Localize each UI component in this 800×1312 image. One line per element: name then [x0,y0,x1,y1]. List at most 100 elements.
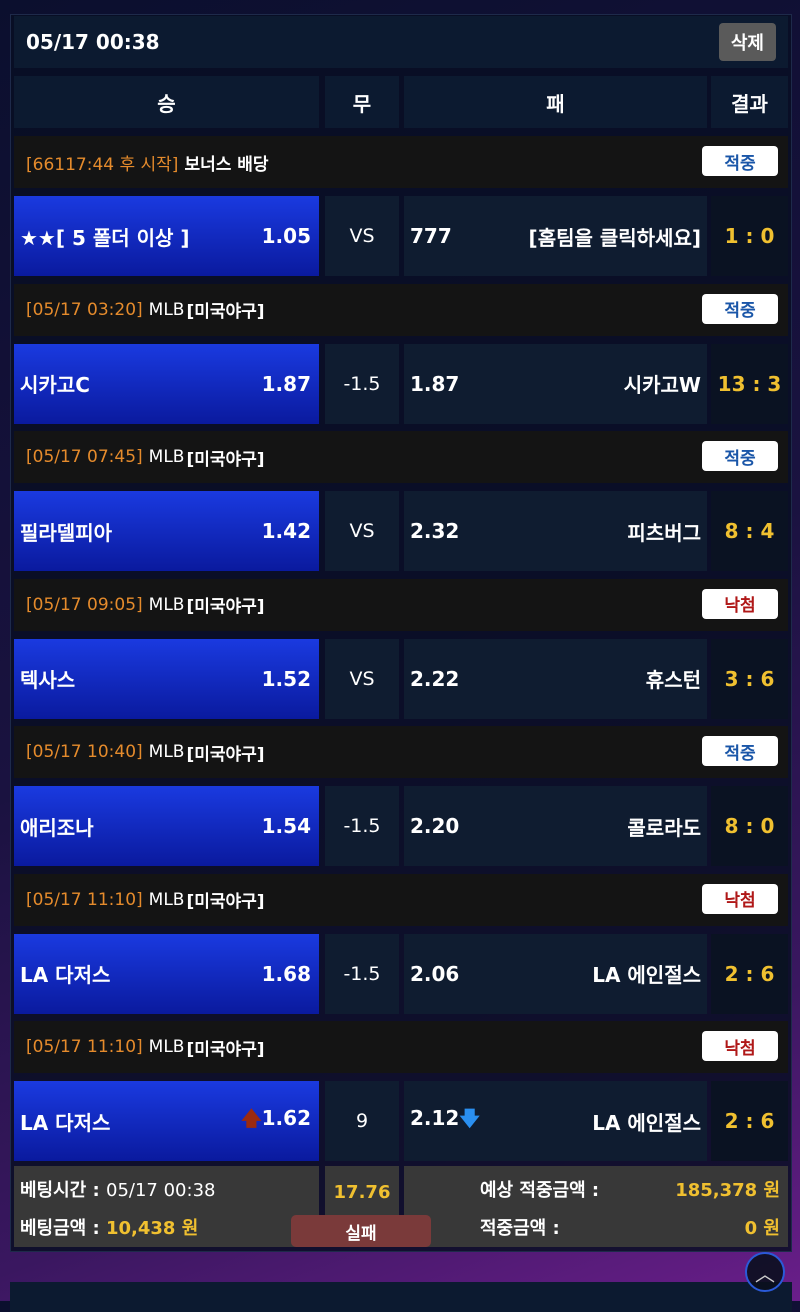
payout-info: 예상 적중금액 : 185,378 원 적중금액 : 0 원 [404,1166,788,1247]
chevron-up-icon: ︿ [755,1261,775,1286]
status-badge: 적중 [702,441,778,471]
match-row: [05/17 03:20] MLB [미국야구] 적중 시카고C 1.87 -1… [0,283,800,426]
draw-cell[interactable]: VS [325,196,399,276]
league: MLB [148,299,185,320]
draw-value: VS [349,667,375,690]
away-odds-button[interactable]: 1.87 시카고W [404,343,707,424]
home-odds-button[interactable]: LA 다저스 🡅1.62 [14,1081,319,1161]
match-info: [05/17 09:05] MLB [미국야구] 낙첨 [14,578,788,631]
status-badge: 적중 [702,146,778,176]
result-badge: 실패 [291,1215,431,1247]
away-team: 시카고W [623,373,701,397]
draw-cell[interactable]: VS [325,491,399,571]
draw-value: VS [349,520,375,542]
home-odds: 1.68 [261,961,311,986]
match-time: [66117:44 후 시작] [26,154,179,175]
slip-datetime: 05/17 00:38 [26,30,160,54]
away-odds: 2.06 [410,961,460,986]
home-odds-button[interactable]: 필라델피아 1.42 [14,491,319,571]
league: MLB [148,1037,185,1057]
next-slip-header [10,1282,792,1312]
home-team: ★★[ 5 폴더 이상 ] [20,225,190,250]
away-odds: 2.32 [410,519,460,543]
match-time: [05/17 10:40] [26,742,143,762]
home-odds-button[interactable]: LA 다저스 1.68 [14,933,319,1014]
home-odds-button[interactable]: 시카고C 1.87 [14,343,319,424]
draw-value: 9 [355,1110,369,1132]
away-odds-button[interactable]: 2.32 피츠버그 [404,491,707,571]
home-odds: 1.54 [261,814,311,838]
home-team: 텍사스 [20,668,76,692]
column-lose: 패 [404,76,707,128]
column-headers: 승 무 패 결과 [0,76,800,128]
column-draw: 무 [325,76,399,128]
match-row: [66117:44 후 시작] 보너스 배당 적중 ★★[ 5 폴더 이상 ] … [0,136,800,278]
scroll-top-button[interactable]: ︿ [745,1252,785,1292]
draw-cell[interactable]: VS [325,638,399,719]
column-result: 결과 [711,76,788,128]
won-amount: 0 원 [744,1218,780,1239]
away-odds: 2.22 [410,666,460,691]
away-team: 피츠버그 [627,520,701,545]
away-odds: 2.20 [410,814,460,838]
delete-button[interactable]: 삭제 [718,23,776,61]
arrow-down-icon: 🡇 [459,1106,480,1130]
away-odds: 2.12 [410,1106,460,1130]
away-odds-button[interactable]: 2.12🡇 LA 에인절스 [404,1081,707,1161]
home-odds-button[interactable]: 텍사스 1.52 [14,638,319,719]
arrow-up-icon: 🡅 [241,1106,262,1130]
bet-info: 베팅시간 : 05/17 00:38 베팅금액 : 10,438 원 [14,1166,319,1247]
match-time: [05/17 11:10] [26,1037,143,1057]
match-info: [05/17 07:45] MLB [미국야구] 적중 [14,431,788,483]
expected-amount: 185,378 원 [675,1180,780,1201]
home-odds-button[interactable]: ★★[ 5 폴더 이상 ] 1.05 [14,196,319,276]
away-odds-button[interactable]: 2.06 LA 에인절스 [404,933,707,1014]
draw-value: -1.5 [343,815,381,837]
home-odds: 1.52 [261,666,311,691]
match-info: [05/17 11:10] MLB [미국야구] 낙첨 [14,1021,788,1073]
score: 2 : 6 [711,933,788,1014]
away-odds: 777 [410,224,452,248]
league: MLB [148,742,185,762]
bet-amount-label: 베팅금액 : [20,1218,100,1239]
draw-value: VS [349,225,375,247]
bet-time-label: 베팅시간 : [20,1180,100,1201]
match-row: [05/17 11:10] MLB [미국야구] 낙첨 LA 다저스 1.68 … [0,873,800,1016]
away-odds-button[interactable]: 2.22 휴스턴 [404,638,707,719]
home-team: LA 다저스 [20,963,111,987]
draw-value: -1.5 [343,962,381,985]
draw-cell[interactable]: -1.5 [325,343,399,424]
away-team: LA 에인절스 [592,1110,701,1135]
status-badge: 적중 [702,293,778,324]
score: 2 : 6 [711,1081,788,1161]
home-odds-button[interactable]: 애리조나 1.54 [14,786,319,866]
match-title: [미국야구] [186,1039,265,1060]
away-team: 휴스턴 [645,668,701,692]
score: 1 : 0 [711,196,788,276]
away-odds-button[interactable]: 2.20 콜로라도 [404,786,707,866]
match-info: [05/17 11:10] MLB [미국야구] 낙첨 [14,873,788,926]
home-team: 애리조나 [20,815,94,840]
match-info: [05/17 10:40] MLB [미국야구] 적중 [14,726,788,778]
draw-value: -1.5 [343,372,381,395]
away-odds: 1.87 [410,371,460,396]
total-odds: 17.76 [333,1182,391,1203]
away-team: LA 에인절스 [592,963,701,987]
bet-time: 05/17 00:38 [106,1180,216,1201]
league: MLB [148,594,185,615]
home-odds: 1.42 [261,519,311,543]
league: MLB [148,889,185,910]
draw-cell[interactable]: -1.5 [325,933,399,1014]
match-title: [미국야구] [186,449,265,470]
slip-header: 05/17 00:38 삭제 [14,16,788,68]
expected-label: 예상 적중금액 : [480,1180,600,1201]
draw-cell[interactable]: 9 [325,1081,399,1161]
match-row: [05/17 07:45] MLB [미국야구] 적중 필라델피아 1.42 V… [0,431,800,573]
match-row: [05/17 09:05] MLB [미국야구] 낙첨 텍사스 1.52 VS … [0,578,800,721]
score: 8 : 0 [711,786,788,866]
bet-amount: 10,438 원 [106,1218,199,1239]
draw-cell[interactable]: -1.5 [325,786,399,866]
status-badge: 낙첨 [702,1031,778,1061]
match-info: [05/17 03:20] MLB [미국야구] 적중 [14,283,788,336]
away-odds-button[interactable]: 777 [홈팀을 클릭하세요] [404,196,707,276]
